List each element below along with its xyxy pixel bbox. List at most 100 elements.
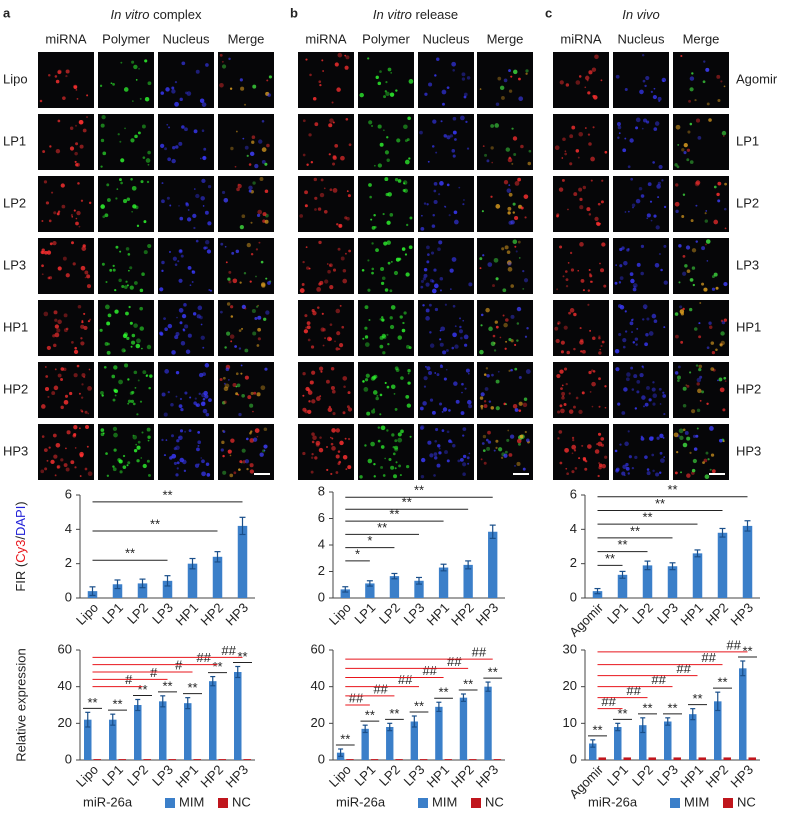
cell-dot: [48, 219, 52, 223]
cell-dot: [123, 285, 128, 289]
x-tick-label: HP3: [728, 600, 756, 628]
cell-dot: [507, 211, 511, 215]
title-italic: In vitro: [110, 7, 149, 22]
cell-dot: [717, 98, 721, 102]
cell-dot: [139, 400, 143, 403]
x-tick-label: Lipo: [73, 762, 101, 790]
cell-dot: [116, 188, 119, 190]
cell-dot: [329, 323, 333, 326]
cell-dot: [318, 366, 324, 371]
significance-label: **: [617, 537, 627, 552]
cell-dot: [121, 348, 126, 353]
cell-dot: [589, 329, 592, 332]
cell-dot: [229, 87, 233, 90]
error-bar: [740, 660, 746, 677]
cell-dot: [312, 310, 317, 316]
cell-dot: [403, 311, 407, 315]
cell-dot: [407, 381, 411, 385]
x-tick-label: Lipo: [73, 600, 101, 628]
cell-dot: [178, 278, 183, 283]
cell-dot: [335, 471, 339, 474]
cell-dot: [241, 448, 246, 453]
cell-dot: [698, 322, 701, 325]
cell-dot: [373, 475, 376, 478]
cell-dot: [248, 163, 252, 166]
cell-dot: [81, 321, 84, 324]
cell-dot: [389, 289, 393, 293]
error-bar: [640, 717, 646, 734]
x-tick-label: LP2: [124, 600, 151, 627]
cell-dot: [399, 315, 403, 319]
cell-dot: [560, 340, 565, 345]
cell-dot: [311, 432, 315, 436]
cell-dot: [588, 70, 593, 75]
cell-dot: [575, 149, 580, 153]
cell-dot: [344, 216, 348, 220]
error-bar: [744, 520, 751, 532]
cell-dot: [516, 322, 520, 325]
cell-dot: [433, 199, 438, 205]
cell-dot: [75, 217, 78, 220]
cell-dot: [124, 363, 129, 368]
error-bar: [164, 575, 171, 587]
micrograph: [98, 300, 154, 356]
cell-dot: [600, 268, 605, 273]
cell-dot: [249, 151, 255, 157]
significance-label: **: [642, 510, 652, 525]
cell-dot: [243, 272, 247, 275]
cell-dot: [241, 327, 244, 330]
cell-dot: [483, 404, 488, 409]
cell-dot: [80, 199, 84, 202]
cell-dot: [43, 311, 49, 317]
cell-dot: [78, 225, 81, 228]
legend-swatch: [165, 798, 175, 808]
cell-dot: [634, 407, 638, 410]
cell-dot: [203, 156, 206, 159]
cell-dot: [554, 145, 560, 151]
cell-dot: [80, 337, 83, 340]
cell-dot: [53, 343, 57, 348]
cell-dot: [222, 430, 226, 433]
cell-dot: [621, 411, 626, 415]
cell-dot: [147, 150, 151, 155]
cell-dot: [324, 337, 327, 340]
cell-dot: [392, 452, 396, 456]
error-bar: [342, 586, 349, 593]
cell-dot: [398, 464, 402, 468]
y-tick-label: 10: [563, 715, 577, 730]
cell-dot: [310, 470, 314, 474]
cell-dot: [171, 434, 174, 438]
cell-dot: [364, 378, 369, 382]
bar: [614, 727, 622, 760]
cell-dot: [248, 189, 252, 193]
cell-dot: [309, 380, 314, 385]
significance-label: **: [150, 516, 160, 531]
cell-dot: [578, 409, 583, 415]
cell-dot: [254, 316, 258, 320]
cell-dot: [594, 54, 599, 60]
cell-dot: [161, 269, 164, 272]
cell-dot: [556, 214, 559, 218]
legend-title: miR-26a: [588, 794, 638, 809]
error-bar: [214, 551, 221, 563]
cell-dot: [682, 254, 686, 258]
y-tick-label: 2: [570, 555, 577, 570]
cell-dot: [86, 445, 89, 448]
cell-dot: [624, 88, 628, 92]
micrograph: [218, 114, 274, 170]
cell-dot: [592, 126, 595, 129]
cell-dot: [147, 81, 152, 86]
cell-dot: [135, 443, 138, 446]
cell-dot: [347, 194, 351, 198]
cell-dot: [139, 306, 144, 311]
cell-dot: [599, 262, 601, 265]
cell-dot: [682, 271, 687, 276]
bar: [667, 566, 678, 598]
cell-dot: [504, 347, 507, 350]
cell-dot: [306, 163, 309, 166]
cell-dot: [258, 241, 261, 244]
cell-dot: [675, 209, 679, 214]
bar: [598, 757, 606, 760]
cell-dot: [494, 123, 500, 128]
micrograph: [158, 52, 214, 108]
